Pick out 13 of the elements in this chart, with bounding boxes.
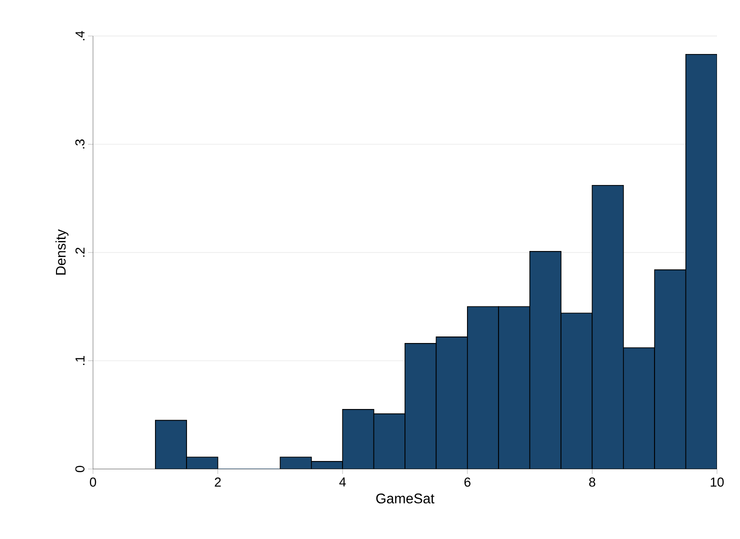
y-tick-label: 0 (75, 466, 84, 472)
x-axis-title: GameSat (376, 494, 434, 504)
y-tick-label: .1 (76, 356, 84, 365)
y-tick-label: .4 (76, 30, 84, 40)
y-axis-title: Density (55, 229, 68, 275)
x-tick-label: 8 (589, 478, 596, 487)
y-tick-label: .3 (75, 139, 84, 148)
x-tick-label: 0 (90, 478, 96, 487)
x-tick-label: 4 (339, 478, 346, 486)
x-tick-label: 6 (464, 478, 470, 487)
x-tick-label: 2 (214, 478, 221, 487)
y-tick-label: .2 (75, 248, 84, 257)
x-tick-label: 10 (710, 478, 724, 487)
